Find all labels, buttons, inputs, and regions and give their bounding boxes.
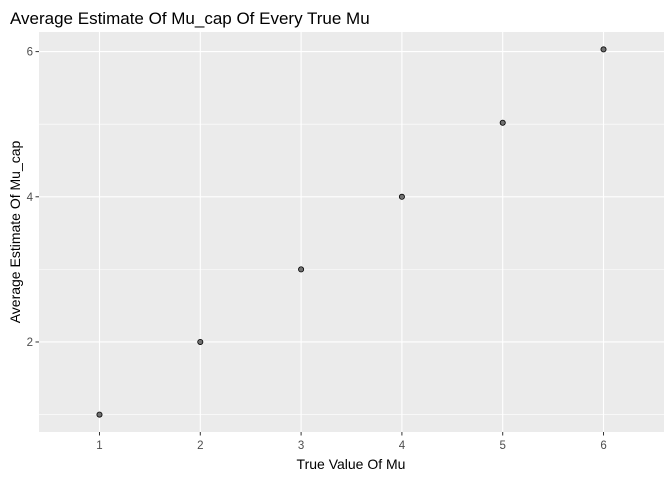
x-axis-title: True Value Of Mu bbox=[297, 456, 406, 472]
chart-title: Average Estimate Of Mu_cap Of Every True… bbox=[10, 9, 370, 28]
data-point bbox=[298, 266, 305, 273]
y-tick-label: 2 bbox=[27, 337, 33, 349]
data-point bbox=[398, 193, 405, 200]
x-tick-label: 6 bbox=[600, 440, 606, 452]
data-point bbox=[197, 338, 204, 345]
data-points bbox=[96, 46, 607, 418]
data-point bbox=[600, 46, 607, 53]
x-axis: 1 2 3 4 5 6 bbox=[96, 432, 607, 452]
x-tick-label: 1 bbox=[96, 440, 102, 452]
x-tick-label: 5 bbox=[500, 440, 506, 452]
major-gridlines bbox=[39, 32, 664, 432]
data-point bbox=[96, 411, 103, 418]
y-axis: 2 4 6 bbox=[27, 47, 39, 349]
y-axis-title: Average Estimate Of Mu_cap bbox=[7, 140, 23, 323]
x-tick-label: 2 bbox=[197, 440, 203, 452]
x-tick-label: 3 bbox=[298, 440, 304, 452]
data-point bbox=[499, 119, 506, 126]
y-tick-label: 6 bbox=[27, 47, 33, 59]
x-tick-label: 4 bbox=[399, 440, 406, 452]
plot-panel bbox=[39, 32, 664, 432]
y-tick-label: 4 bbox=[27, 192, 34, 204]
minor-gridlines bbox=[39, 123, 664, 415]
